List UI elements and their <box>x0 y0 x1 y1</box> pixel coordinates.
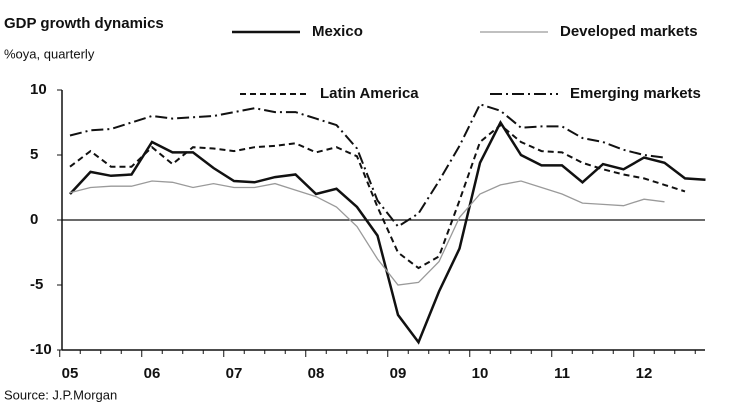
legend-label: Developed markets <box>560 23 698 40</box>
y-tick-label: 5 <box>30 146 38 163</box>
y-tick-label: 0 <box>30 211 38 228</box>
x-tick-label: 05 <box>62 365 79 382</box>
x-tick-label: 08 <box>308 365 325 382</box>
x-tick-label: 07 <box>226 365 243 382</box>
x-tick-label: 12 <box>636 365 653 382</box>
source: Source: J.P.Morgan <box>4 387 117 402</box>
y-tick-label: 10 <box>30 81 47 98</box>
chart-subtitle: %oya, quarterly <box>4 46 95 61</box>
series-line <box>69 103 665 228</box>
legend-label: Latin America <box>320 85 419 102</box>
chart-title: GDP growth dynamics <box>4 15 164 32</box>
series-line <box>69 180 665 286</box>
legend-label: Emerging markets <box>570 85 701 102</box>
y-tick-label: -10 <box>30 341 52 358</box>
x-tick-label: 06 <box>144 365 161 382</box>
series-line <box>69 119 706 345</box>
x-tick-label: 11 <box>554 365 570 382</box>
y-tick-label: -5 <box>30 276 43 293</box>
x-tick-label: 09 <box>390 365 407 382</box>
legend-label: Mexico <box>312 23 363 40</box>
x-tick-label: 10 <box>472 365 489 382</box>
